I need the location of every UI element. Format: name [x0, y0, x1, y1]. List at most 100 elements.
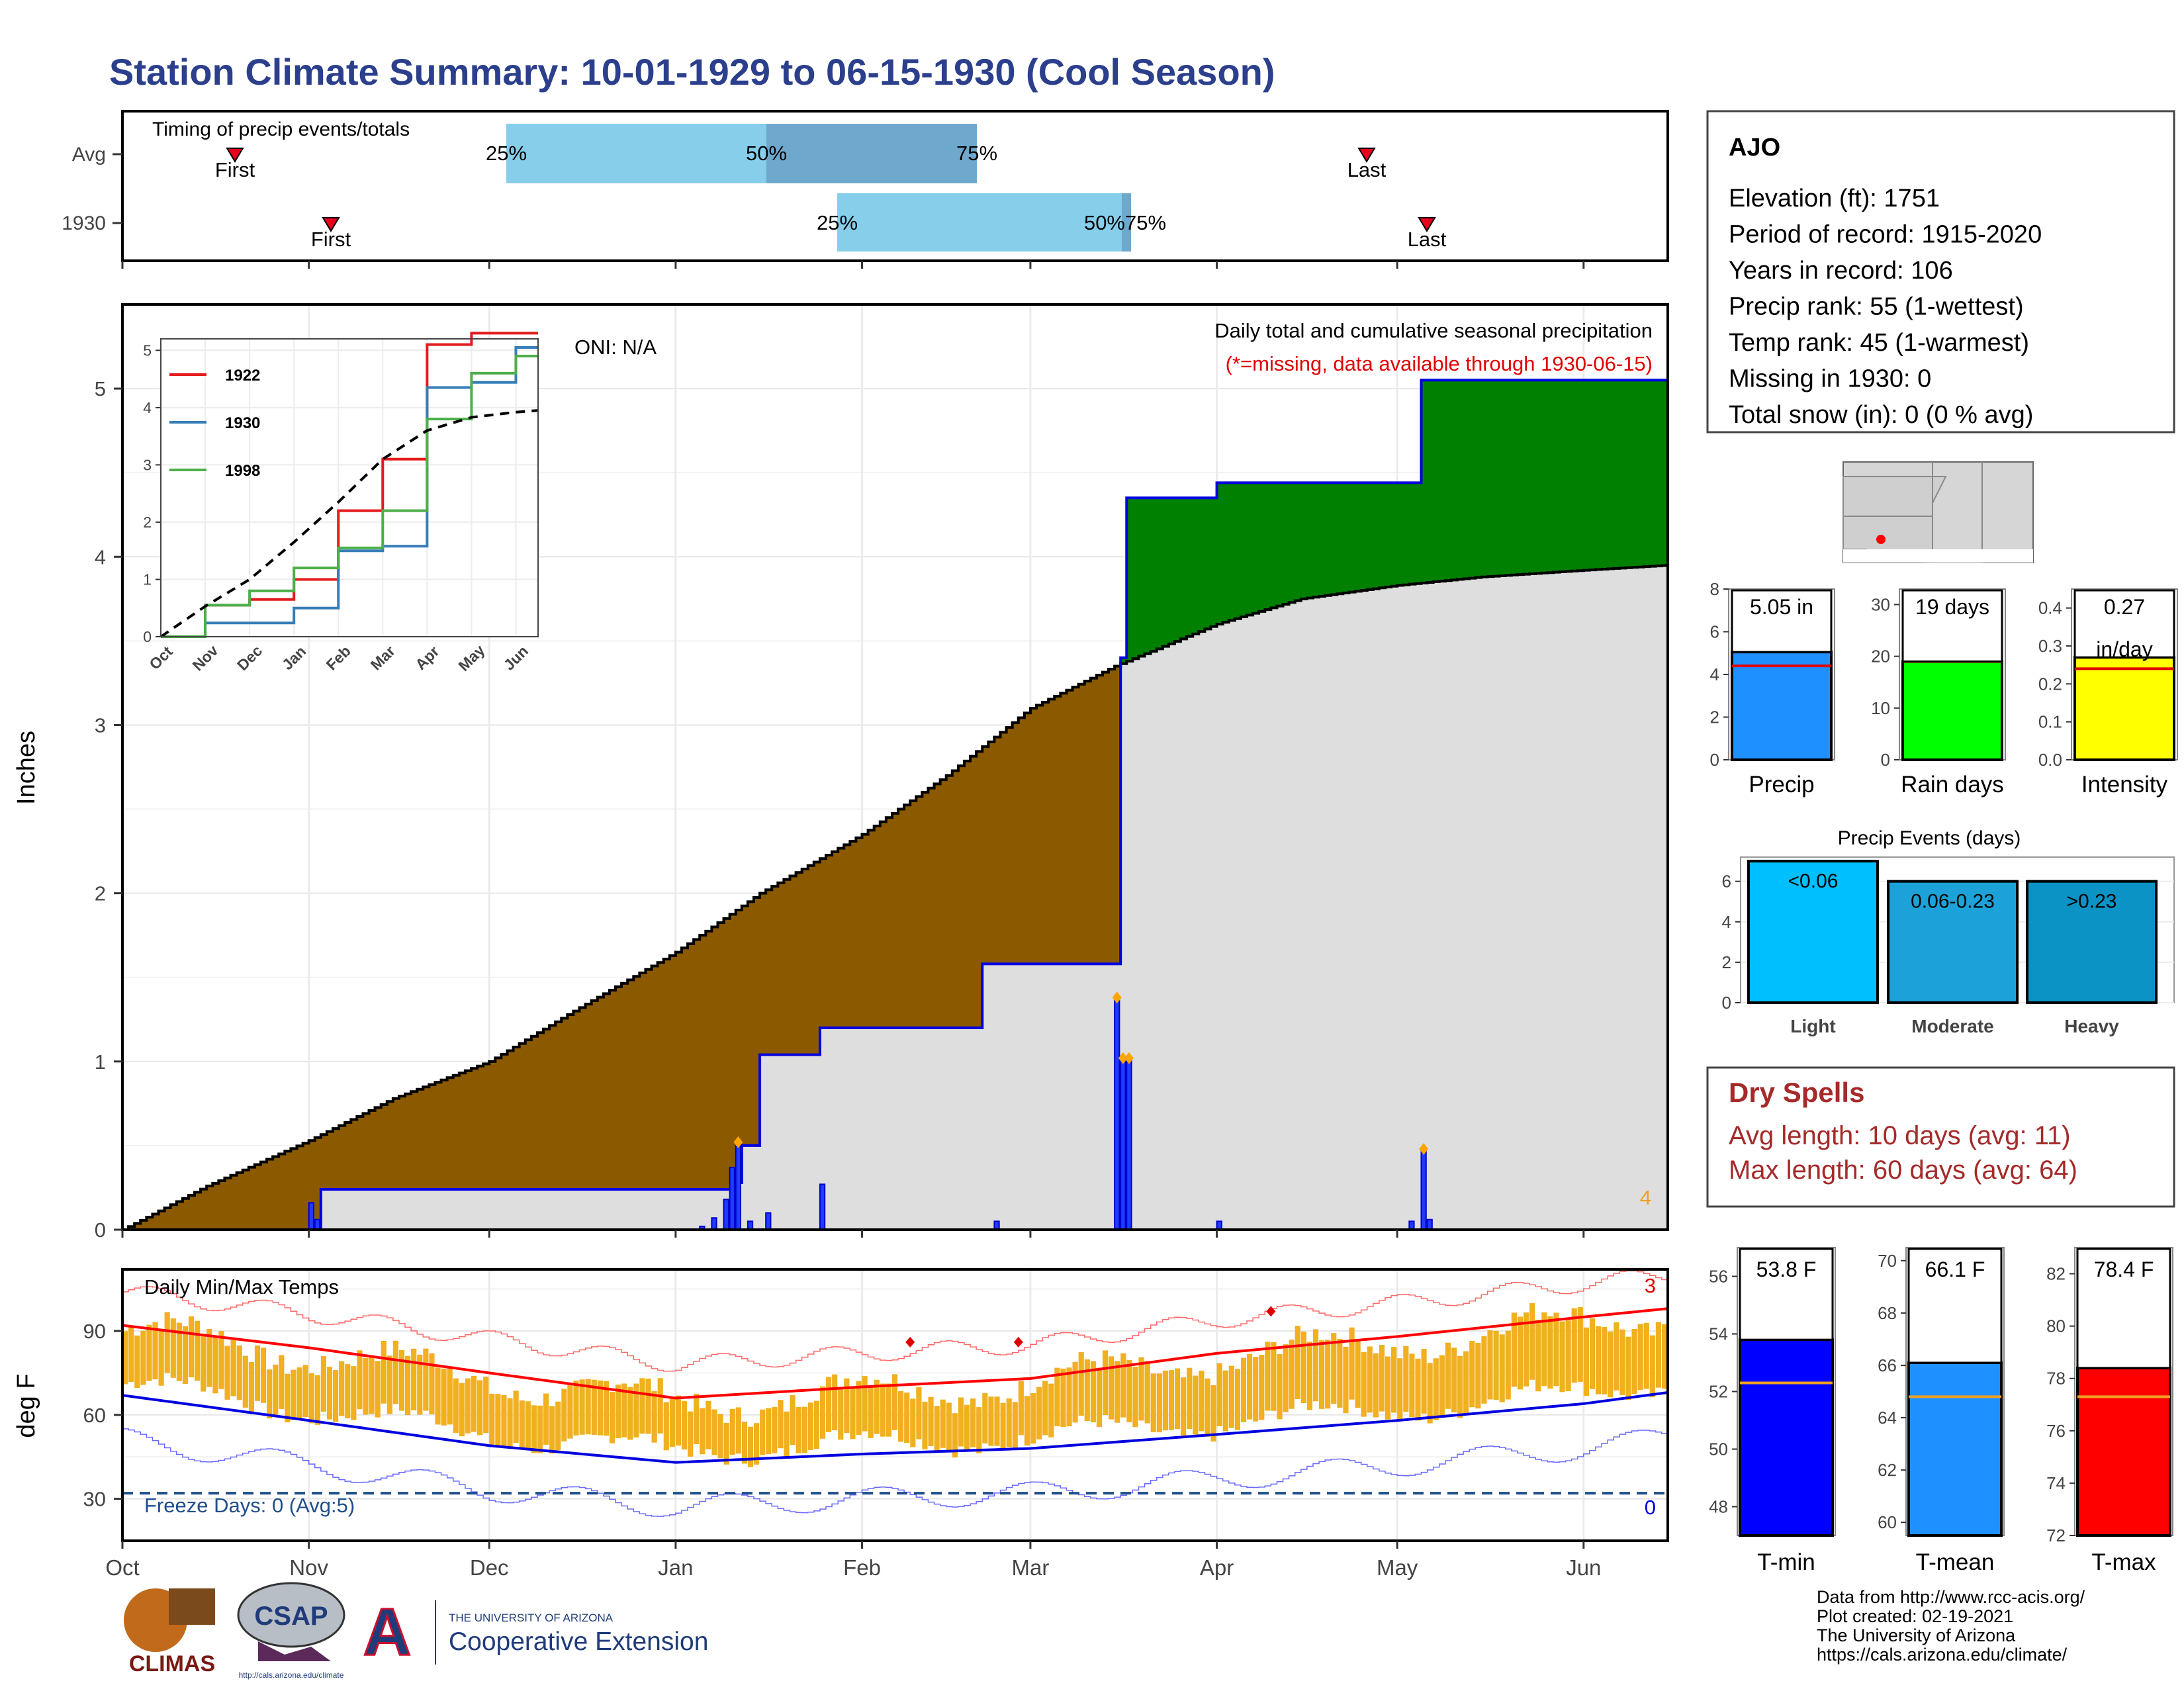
- station-info-box: AJO Elevation (ft): 1751 Period of record…: [1706, 110, 2175, 434]
- events-title: Precip Events (days): [1838, 827, 2021, 849]
- daily-temp-range-bar: [1102, 1350, 1109, 1416]
- daily-temp-range-bar: [164, 1312, 170, 1373]
- daily-temp-range-bar: [134, 1335, 140, 1389]
- inset-series-line-1930: [161, 345, 538, 638]
- summary-precip-tick-label: 6: [1710, 622, 1719, 642]
- temp-x-tick-label: Apr: [1200, 1555, 1234, 1580]
- daily-temp-range-bar: [1115, 1361, 1120, 1423]
- daily-temp-range-bar: [206, 1328, 212, 1387]
- daily-temp-range-bar: [1535, 1320, 1541, 1392]
- daily-temp-range-bar: [513, 1391, 519, 1443]
- events-category-label: Moderate: [1911, 1016, 1993, 1036]
- daily-temp-range-bar: [1403, 1346, 1409, 1412]
- daily-temp-range-bar: [543, 1393, 549, 1445]
- daily-temp-range-bar: [1168, 1370, 1175, 1430]
- daily-temp-range-bar: [591, 1379, 597, 1435]
- daily-temp-range-bar: [1559, 1321, 1565, 1393]
- daily-precip-bar: [765, 1212, 772, 1230]
- avg-first-label: First: [215, 158, 255, 181]
- dry-spells-avg: Avg length: 10 days (avg: 11): [1729, 1121, 2071, 1150]
- summary-precip-tick-label: 8: [1710, 579, 1719, 599]
- daily-temp-range-bar: [242, 1355, 248, 1408]
- inset-y-tick-label: 5: [143, 342, 152, 359]
- precip-y-tick-label: 2: [95, 882, 106, 905]
- avg-last-marker: [1357, 148, 1376, 163]
- daily-temp-range-bar: [1066, 1367, 1072, 1427]
- daily-temp-range-bar: [934, 1406, 940, 1453]
- summary-temp-label-box: [1907, 1248, 2003, 1364]
- daily-temp-range-bar: [308, 1373, 314, 1424]
- station-detail-line: Temp rank: 45 (1-warmest): [1729, 329, 2029, 357]
- daily-temp-range-bar: [1602, 1326, 1608, 1394]
- summary-temp-tick-label: 50: [1709, 1440, 1728, 1459]
- daily-precip-bar: [1120, 1057, 1126, 1230]
- daily-temp-range-bar: [176, 1322, 182, 1381]
- daily-temp-range-bar: [1343, 1346, 1349, 1414]
- daily-temp-range-bar: [1541, 1312, 1547, 1387]
- avg-q50-label: 50%: [746, 142, 787, 165]
- summary-precip-tick-label: 30: [1871, 594, 1890, 614]
- inset-legend-label: 1998: [225, 462, 260, 480]
- daily-temp-range-bar: [964, 1404, 970, 1452]
- daily-temp-range-bar: [435, 1367, 441, 1425]
- summary-temp-label-box: [1739, 1248, 1834, 1341]
- record-max-count: 3: [1645, 1274, 1656, 1297]
- summary-precip-tick-label: 4: [1710, 664, 1719, 684]
- daily-temp-range-bar: [423, 1348, 429, 1411]
- summary-precip-tick-label: 0.0: [2038, 750, 2062, 770]
- credit-line: The University of Arizona: [1817, 1625, 2016, 1645]
- daily-temp-range-bar: [1072, 1361, 1078, 1423]
- precip-y-ticks: 0 1 2 3 4 5: [95, 377, 122, 1242]
- daily-temp-range-bar: [441, 1368, 447, 1426]
- daily-temp-range-bar: [537, 1405, 543, 1453]
- daily-temp-range-bar: [1649, 1335, 1655, 1398]
- summary-precip-tick-label: 20: [1871, 647, 1890, 666]
- daily-temp-range-bar: [1379, 1345, 1385, 1412]
- timing-row-label-avg: Avg: [72, 144, 106, 165]
- daily-temp-range-bar: [1608, 1331, 1614, 1398]
- record-min-line: [122, 1428, 1668, 1517]
- daily-temp-range-bar: [1361, 1352, 1367, 1417]
- csap-wordmark: CSAP: [254, 1602, 328, 1631]
- daily-temp-range-bar: [1619, 1329, 1625, 1395]
- daily-temp-range-bar: [170, 1318, 176, 1378]
- daily-temp-range-bar: [1193, 1375, 1199, 1435]
- cooperative-extension: Cooperative Extension: [449, 1627, 708, 1656]
- y1930-q25-label: 25%: [817, 211, 858, 234]
- below-normal-deficit-area: [128, 666, 1121, 1230]
- daily-temp-range-bar: [916, 1387, 922, 1440]
- corner-count: 4: [1640, 1186, 1651, 1209]
- summary-temp-bar-1: [1907, 1361, 2003, 1537]
- events-tick-label: 6: [1722, 872, 1731, 891]
- daily-precip-bar: [735, 1141, 742, 1230]
- university-a-icon: A: [363, 1595, 411, 1669]
- daily-temp-range-bar: [735, 1407, 741, 1454]
- temp-title: Daily Min/Max Temps: [144, 1275, 339, 1299]
- daily-temp-range-bar: [1463, 1351, 1469, 1415]
- summary-precip-tick-label: 0.4: [2038, 598, 2062, 618]
- summary-precip-tick-label: 0: [1881, 750, 1890, 770]
- daily-temp-range-bar: [1583, 1327, 1589, 1396]
- daily-temp-range-bar: [152, 1322, 158, 1380]
- daily-temp-range-bar: [201, 1336, 206, 1392]
- daily-temp-range-bar: [339, 1361, 345, 1416]
- daily-temp-range-bar: [1355, 1339, 1361, 1408]
- y1930-q50-q75-label: 50%75%: [1084, 211, 1166, 234]
- record-high-marker: [1013, 1336, 1023, 1348]
- daily-temp-range-bar: [844, 1378, 850, 1434]
- daily-temp-range-bar: [351, 1366, 357, 1420]
- daily-temp-range-bar: [700, 1408, 705, 1455]
- daily-temp-range-bar: [772, 1406, 778, 1453]
- daily-temp-range-bar: [1000, 1402, 1006, 1451]
- y1930-last-marker: [1418, 217, 1436, 232]
- daily-temp-range-bar: [741, 1422, 747, 1464]
- daily-temp-range-bar: [345, 1364, 351, 1419]
- daily-temp-range-bar: [579, 1379, 585, 1435]
- events-tick-label: 0: [1722, 993, 1731, 1013]
- daily-temp-range-bar: [874, 1379, 880, 1434]
- climas-mountain-icon: [169, 1588, 215, 1625]
- daily-temp-range-bar: [1331, 1333, 1337, 1404]
- daily-temp-range-bar: [128, 1327, 134, 1383]
- temp-content: [122, 1270, 1668, 1517]
